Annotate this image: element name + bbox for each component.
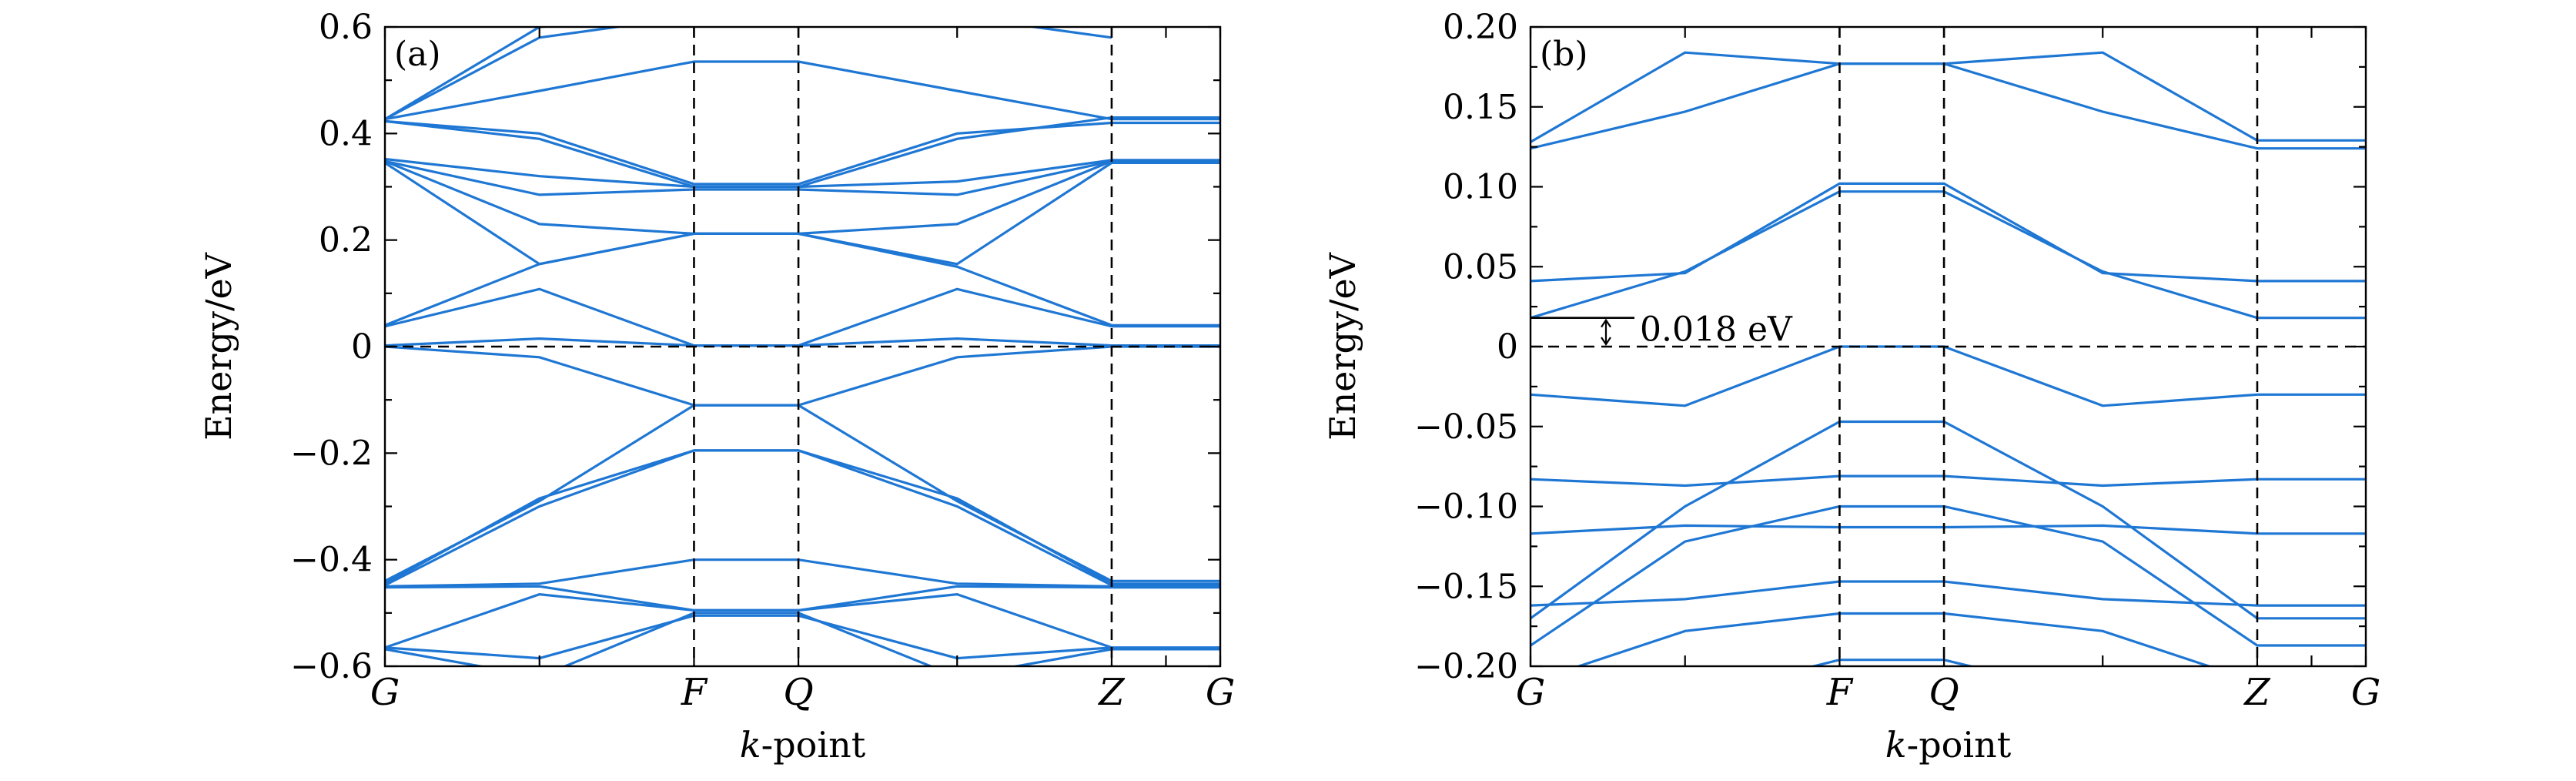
k-point-label: Z [1097, 671, 1126, 714]
band-line-14 [385, 404, 1220, 582]
y-tick-label: 0.20 [1443, 8, 1518, 47]
panel-a: −0.6 −0.4 −0.2 0 0.2 0.4 0.6 G F Q Z Gk-point Energy… [198, 8, 1235, 766]
band-line-5 [1531, 345, 2366, 407]
y-tick-label: −0.20 [1414, 647, 1518, 686]
y-tick-label: 0 [1497, 327, 1518, 367]
band-line-4 [385, 119, 1220, 186]
x-axis-title: k-point [740, 724, 866, 766]
bands [385, 27, 1220, 666]
y-tick-label: 0.6 [319, 8, 373, 47]
band-line-12 [385, 337, 1220, 347]
y-tick-label: 0.2 [319, 221, 373, 260]
band-line-10 [385, 232, 1220, 327]
y-tick-label: −0.10 [1414, 488, 1518, 527]
band-line-3 [1531, 182, 2366, 283]
band-line-11 [1574, 612, 2213, 666]
y-tick-label: 0.10 [1443, 168, 1518, 207]
gap-annotation: 0.018 eV [1640, 310, 1793, 350]
k-point-label: Z [2243, 671, 2271, 714]
x-axis-title-rest: -point [1907, 724, 2012, 766]
y-tick-label: −0.4 [290, 541, 373, 580]
k-point-label: G [1516, 671, 1545, 714]
band-line-18 [385, 585, 1220, 612]
panel-label: (b) [1540, 35, 1588, 74]
band-line-5 [385, 116, 1220, 189]
k-point-label: Q [1929, 671, 1959, 714]
band-line-1 [1531, 51, 2366, 143]
band-line-19 [385, 592, 1220, 649]
panel-label: (a) [394, 35, 441, 74]
y-tick-label: −0.15 [1414, 567, 1518, 606]
k-point-label: Q [783, 671, 813, 714]
band-line-21 [385, 612, 1220, 666]
band-line-11 [385, 287, 1220, 347]
y-tick-label: 0.4 [319, 114, 373, 153]
band-line-2 [385, 27, 1112, 121]
band-line-16 [385, 449, 1220, 587]
x-axis-title-italic: k [740, 724, 761, 766]
band-line-8 [1531, 420, 2366, 620]
y-tick-label: −0.05 [1414, 407, 1518, 447]
y-tick-label: 0 [351, 327, 373, 367]
panel-b: −0.20 −0.15 −0.10 −0.05 0 0.05 0.10 0.15 0.20 G F Q… [1322, 8, 2380, 766]
x-axis-title: k-point [1885, 724, 2012, 766]
bands [1531, 51, 2366, 666]
k-point-label: F [1826, 671, 1854, 714]
y-tick-label: 0.15 [1443, 88, 1518, 127]
band-line-7 [1531, 524, 2366, 535]
y-tick-label: 0.05 [1443, 247, 1518, 287]
k-point-label: G [1206, 671, 1235, 714]
k-point-label: G [2351, 671, 2380, 714]
band-line-3 [385, 60, 1220, 121]
band-line-1 [385, 27, 626, 121]
band-line-10 [1531, 580, 2366, 607]
y-tick-label: −0.6 [290, 647, 373, 686]
gap-arrow-head-up [1601, 318, 1611, 328]
band-line-9 [1531, 504, 2366, 647]
x-axis-title-italic: k [1885, 724, 1907, 766]
band-line-20 [385, 614, 1220, 660]
band-line-13 [385, 345, 1220, 407]
x-axis-title-rest: -point [761, 724, 866, 766]
y-axis-title: Energy/eV [1322, 252, 1363, 441]
y-tick-label: −0.2 [290, 434, 373, 473]
y-axis-title: Energy/eV [198, 252, 239, 441]
band-line-8 [385, 159, 1220, 235]
band-line-15 [385, 449, 1220, 585]
band-line-4 [1531, 190, 2366, 320]
band-line-6 [1531, 474, 2366, 488]
band-line-7 [385, 159, 1220, 196]
gap-arrow-head-down [1601, 337, 1611, 346]
band-line-2 [1531, 62, 2366, 150]
k-point-label: F [681, 671, 708, 714]
k-point-label: G [370, 671, 400, 714]
